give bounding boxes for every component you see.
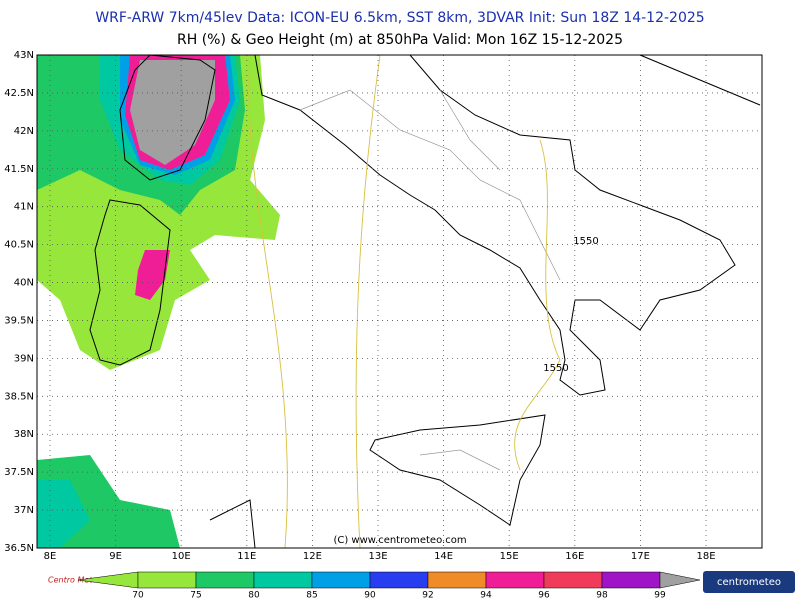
lon-label: 13E bbox=[368, 551, 387, 562]
coastline bbox=[369, 414, 546, 526]
coastline bbox=[639, 54, 761, 106]
lon-label: 12E bbox=[303, 551, 322, 562]
lat-label: 37N bbox=[14, 505, 34, 516]
lon-label: 17E bbox=[631, 551, 650, 562]
colorbar-segment bbox=[369, 571, 429, 589]
colorbar-label: 96 bbox=[538, 591, 550, 600]
right-logo-box bbox=[703, 571, 795, 593]
plot-area: 1550 1550 (C) www.centrometeo.com bbox=[36, 54, 763, 549]
lat-label: 41.5N bbox=[4, 164, 34, 175]
coastline bbox=[209, 499, 256, 549]
colorbar-over bbox=[659, 571, 701, 589]
region-border bbox=[299, 89, 561, 471]
colorbar-segment bbox=[427, 571, 487, 589]
colorbar-segment bbox=[311, 571, 371, 589]
lat-label: 36.5N bbox=[4, 543, 34, 554]
lon-label: 9E bbox=[109, 551, 122, 562]
colorbar-segment bbox=[601, 571, 661, 589]
lon-label: 11E bbox=[237, 551, 256, 562]
colorbar-label: 75 bbox=[190, 591, 201, 600]
lat-label: 43N bbox=[14, 50, 34, 61]
lat-label: 39.5N bbox=[4, 315, 34, 326]
header-line1: WRF-ARW 7km/45lev Data: ICON-EU 6.5km, S… bbox=[95, 10, 704, 26]
rh-area bbox=[135, 250, 170, 300]
lat-label: 38N bbox=[14, 429, 34, 440]
plot-frame bbox=[36, 54, 763, 549]
colorbar-segment bbox=[543, 571, 603, 589]
colorbar-segment bbox=[137, 571, 197, 589]
colorbar-label: 70 bbox=[132, 591, 144, 600]
colorbar-label: 85 bbox=[306, 591, 317, 600]
rh-area bbox=[130, 60, 215, 165]
colorbar-segment bbox=[195, 571, 255, 589]
right-logo: centrometeo bbox=[717, 577, 781, 588]
coastline bbox=[89, 199, 171, 366]
colorbar-label: 92 bbox=[422, 591, 433, 600]
coastline bbox=[119, 54, 216, 181]
contour-label: 1550 bbox=[543, 363, 568, 374]
lat-label: 41N bbox=[14, 202, 34, 213]
lon-label: 15E bbox=[500, 551, 519, 562]
lon-label: 14E bbox=[434, 551, 453, 562]
colorbar-label: 98 bbox=[596, 591, 608, 600]
colorbar-label: 80 bbox=[248, 591, 260, 600]
colorbar-label: 94 bbox=[480, 591, 492, 600]
lat-label: 42.5N bbox=[4, 88, 34, 99]
lon-label: 16E bbox=[565, 551, 584, 562]
lon-label: 10E bbox=[172, 551, 191, 562]
lat-label: 40N bbox=[14, 278, 34, 289]
colorbar-label: 90 bbox=[364, 591, 376, 600]
colorbar-segment bbox=[485, 571, 545, 589]
colorbar-label: 99 bbox=[654, 591, 666, 600]
lat-label: 40.5N bbox=[4, 240, 34, 251]
contour-label: 1550 bbox=[573, 236, 598, 247]
coastline bbox=[254, 54, 736, 396]
lat-label: 39N bbox=[14, 353, 34, 364]
copyright: (C) www.centrometeo.com bbox=[333, 535, 466, 546]
lon-label: 8E bbox=[44, 551, 57, 562]
geo-contour bbox=[248, 54, 561, 549]
colorbar-segment bbox=[253, 571, 313, 589]
lat-label: 42N bbox=[14, 126, 34, 137]
lat-label: 38.5N bbox=[4, 391, 34, 402]
lon-label: 18E bbox=[696, 551, 715, 562]
header-line2: RH (%) & Geo Height (m) at 850hPa Valid:… bbox=[177, 32, 623, 48]
lat-label: 37.5N bbox=[4, 467, 34, 478]
